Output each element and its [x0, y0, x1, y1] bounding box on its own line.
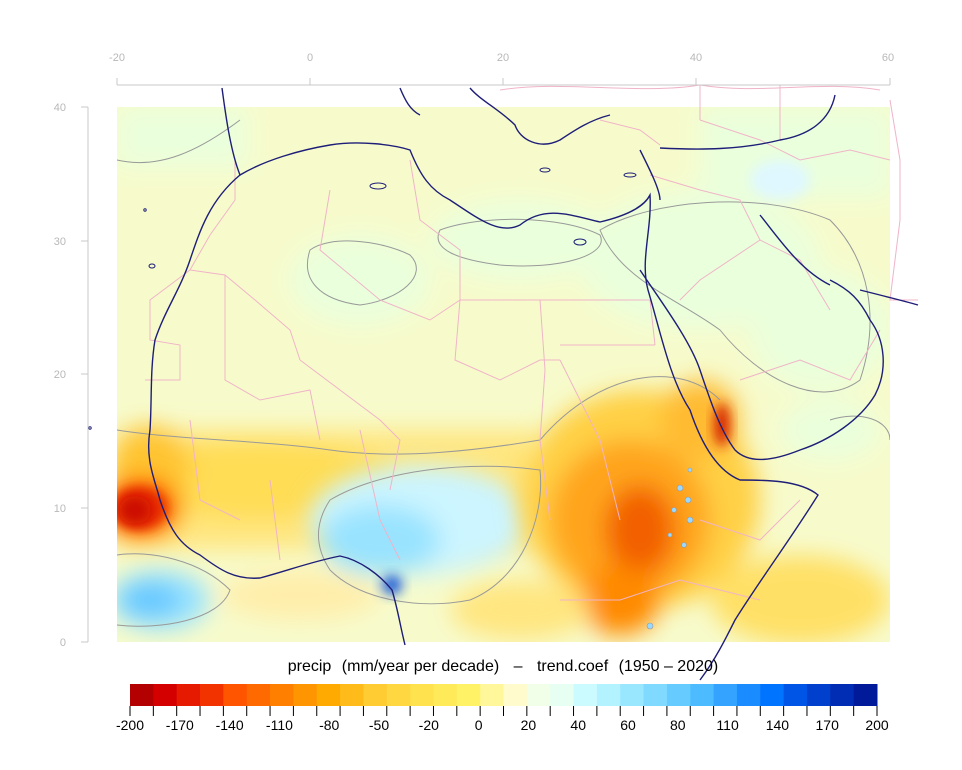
title-dash: – — [514, 658, 523, 675]
colorbar-swatch — [573, 684, 598, 706]
colorbar-swatch — [830, 684, 855, 706]
lon-tick-label: 20 — [497, 52, 509, 64]
colorbar-label: -80 — [319, 717, 339, 733]
colorbar-swatch — [130, 684, 154, 706]
colorbar-swatch — [713, 684, 738, 706]
nigeria-wetting-area — [117, 465, 530, 630]
colorbar-label: 80 — [670, 717, 686, 733]
lat-tick-label: 10 — [54, 503, 66, 515]
colorbar-swatch — [246, 684, 271, 706]
colorbar-swatch — [456, 684, 481, 706]
map-title: precip (mm/year per decade) – trend.coef… — [288, 658, 718, 675]
colorbar-swatch — [503, 684, 528, 706]
red-sea-hotspot — [714, 403, 730, 447]
colorbar: -200 -170 -140 -110 -80 -50 -20 0 20 40 60 80 110 140… — [116, 684, 889, 733]
colorbar-label: -50 — [369, 717, 389, 733]
colorbar-label: -140 — [216, 717, 244, 733]
west-coast-hotspot — [117, 478, 180, 538]
top-axis — [116, 78, 891, 86]
colorbar-swatch — [176, 684, 201, 706]
gulf-area-blue — [750, 160, 810, 200]
lat-tick-label: 0 — [60, 637, 66, 649]
colorbar-label: -200 — [116, 717, 144, 733]
colorbar-label: -170 — [166, 717, 194, 733]
africa-coastline — [221, 87, 819, 681]
lat-tick-label: 30 — [54, 236, 66, 248]
colorbar-swatch — [853, 684, 878, 706]
colorbar-label: 60 — [620, 717, 636, 733]
colorbar-swatch — [666, 684, 691, 706]
colorbar-swatch — [736, 684, 761, 706]
colorbar-swatch — [643, 684, 668, 706]
colorbar-label: 140 — [766, 717, 790, 733]
colorbar-swatches — [130, 684, 878, 706]
colorbar-swatch — [340, 684, 364, 706]
colorbar-swatch — [433, 684, 458, 706]
colorbar-label: -110 — [266, 717, 293, 733]
colorbar-swatch — [550, 684, 575, 706]
colorbar-swatch — [153, 684, 178, 706]
cameroon-blue-spot — [382, 575, 402, 595]
colorbar-labels: -200 -170 -140 -110 -80 -50 -20 0 20 40 60 80 110 140… — [116, 717, 889, 733]
colorbar-ticks — [129, 706, 878, 716]
title-period: (1950 – 2020) — [619, 658, 719, 675]
colorbar-swatch — [363, 684, 388, 706]
islands — [88, 167, 637, 430]
lat-tick-label: 40 — [54, 102, 66, 114]
colorbar-swatch — [480, 684, 504, 706]
colorbar-swatch — [200, 684, 224, 706]
colorbar-swatch — [316, 684, 341, 706]
lon-tick-label: 40 — [690, 52, 702, 64]
title-units: (mm/year per decade) — [342, 658, 499, 675]
colorbar-label: 40 — [570, 717, 586, 733]
colorbar-swatch — [760, 684, 785, 706]
title-variable: precip — [288, 658, 332, 675]
zero-contours — [117, 119, 890, 627]
colorbar-swatch — [620, 684, 645, 706]
colorbar-swatch — [410, 684, 434, 706]
title-statistic: trend.coef — [537, 658, 609, 675]
lon-tick-label: -20 — [109, 52, 125, 64]
colorbar-swatch — [526, 684, 551, 706]
colorbar-swatch — [806, 684, 831, 706]
trend-field — [117, 107, 890, 642]
colorbar-label: 200 — [865, 717, 889, 733]
colorbar-label: -20 — [419, 717, 439, 733]
left-axis — [81, 106, 89, 643]
highland-blue-spots — [646, 467, 694, 630]
colorbar-label: 110 — [716, 717, 739, 733]
lat-tick-label: 20 — [54, 369, 66, 381]
colorbar-label: 170 — [816, 717, 840, 733]
lon-tick-label: 60 — [882, 52, 894, 64]
lon-tick-labels: -20 0 20 40 60 — [109, 52, 894, 64]
lat-tick-labels: 40 30 20 10 0 — [54, 102, 66, 649]
colorbar-swatch — [223, 684, 248, 706]
coastlines — [147, 87, 919, 681]
colorbar-swatch — [690, 684, 715, 706]
slight-positive-areas — [117, 107, 890, 460]
colorbar-label: 20 — [521, 717, 537, 733]
colorbar-swatch — [596, 684, 621, 706]
colorbar-swatch — [293, 684, 318, 706]
colorbar-swatch — [270, 684, 294, 706]
colorbar-swatch — [386, 684, 411, 706]
colorbar-label: 0 — [475, 717, 483, 733]
colorbar-swatch — [783, 684, 808, 706]
lon-tick-label: 0 — [307, 52, 313, 64]
